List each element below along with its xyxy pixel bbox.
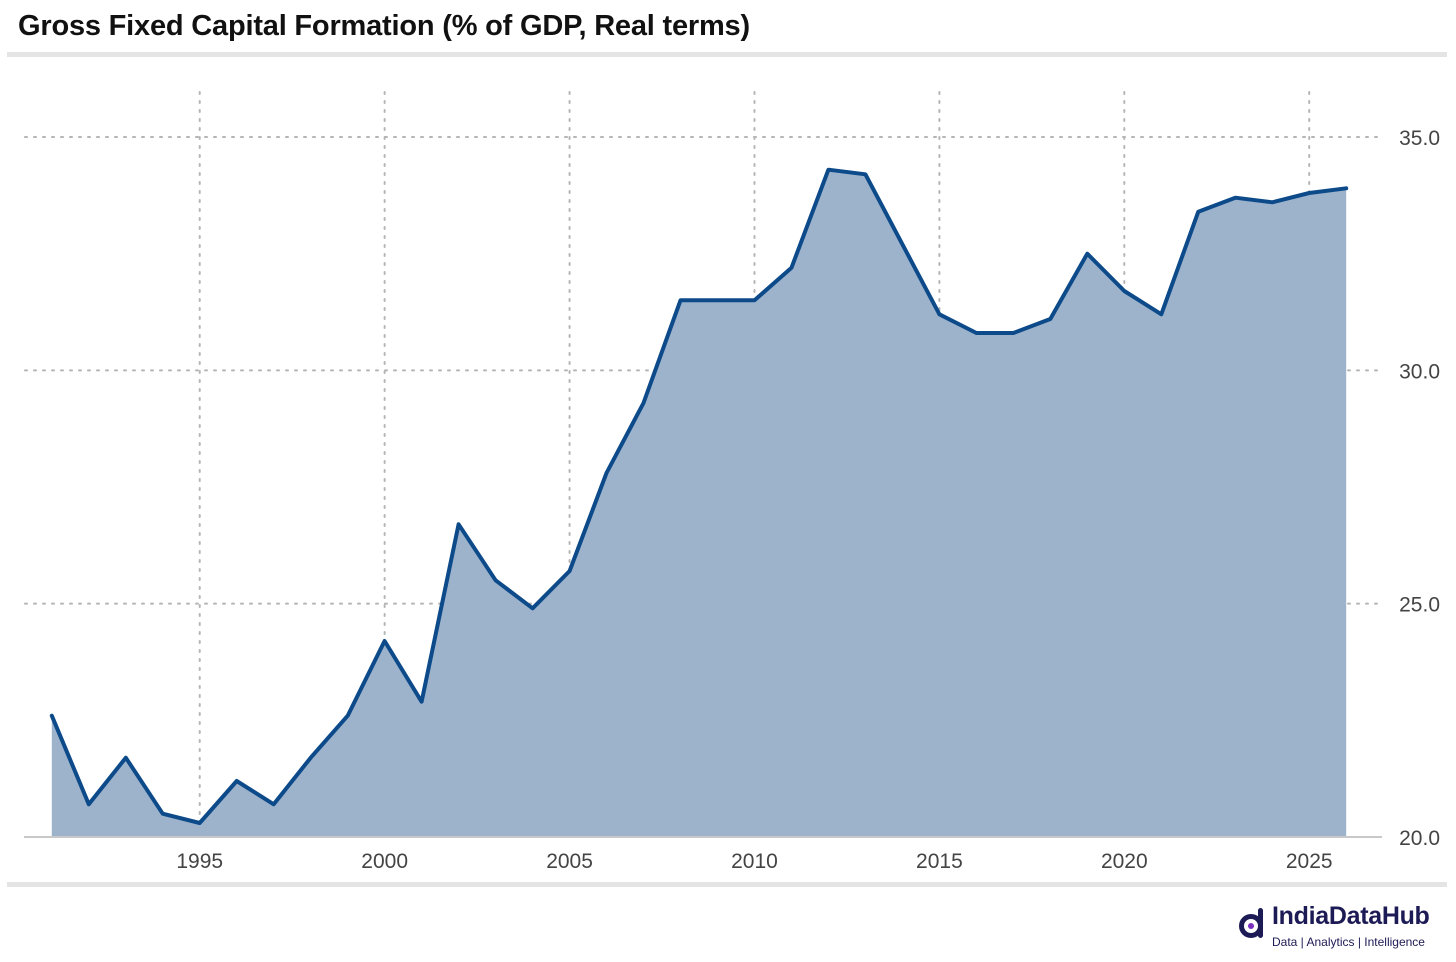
chart-title: Gross Fixed Capital Formation (% of GDP,… — [18, 10, 750, 42]
x-tick-label-2000: 2000 — [361, 850, 408, 873]
x-tick-label-2020: 2020 — [1101, 850, 1148, 873]
brand-logo: IndiaDataHub Data | Analytics | Intellig… — [1238, 902, 1448, 954]
y-tick-label-35.0: 35.0 — [1399, 127, 1440, 150]
x-tick-label-2005: 2005 — [546, 850, 593, 873]
x-tick-label-2025: 2025 — [1286, 850, 1333, 873]
brand-tagline: Data | Analytics | Intelligence — [1272, 935, 1425, 949]
series-line — [49, 167, 1349, 825]
x-tick-label-2015: 2015 — [916, 850, 963, 873]
x-tick-label-1995: 1995 — [176, 850, 223, 873]
header-divider — [7, 52, 1447, 57]
y-tick-label-30.0: 30.0 — [1399, 360, 1440, 383]
indiadatahub-logo-icon — [1239, 908, 1263, 938]
footer-divider — [7, 882, 1447, 887]
y-tick-label-20.0: 20.0 — [1399, 827, 1440, 850]
series-area — [51, 169, 1347, 837]
brand-name: IndiaDataHub — [1272, 902, 1430, 930]
x-tick-label-2010: 2010 — [731, 850, 778, 873]
y-tick-label-25.0: 25.0 — [1399, 594, 1440, 617]
